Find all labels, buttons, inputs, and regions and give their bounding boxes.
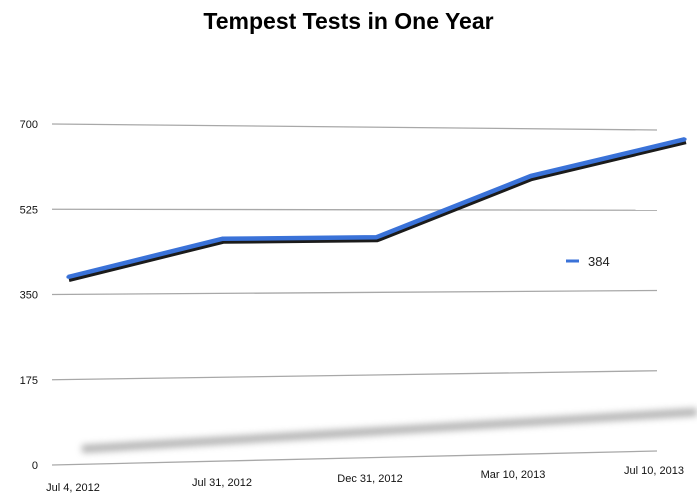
data-point — [66, 275, 70, 279]
data-point — [374, 235, 379, 239]
gridline — [51, 450, 658, 466]
x-tick-label: Jul 4, 2012 — [46, 482, 100, 494]
data-point — [683, 137, 687, 141]
data-point — [529, 174, 533, 178]
y-tick-label: 525 — [20, 204, 38, 216]
gridline — [51, 208, 658, 211]
y-tick-label: 700 — [20, 119, 38, 131]
gridline — [51, 123, 658, 131]
x-tick-label: Jul 31, 2012 — [192, 477, 252, 489]
data-point — [220, 237, 224, 241]
series-line-shadow — [68, 140, 687, 282]
y-tick-label: 0 — [32, 460, 38, 472]
legend-label: 384 — [588, 254, 610, 269]
x-tick-label: Mar 10, 2013 — [481, 469, 546, 481]
chart-title: Tempest Tests in One Year — [203, 8, 494, 34]
x-tick-label: Jul 10, 2013 — [624, 465, 684, 477]
y-tick-label: 350 — [20, 290, 38, 302]
gridline — [51, 370, 658, 381]
y-tick-label: 175 — [20, 375, 38, 387]
x-tick-label: Dec 31, 2012 — [337, 473, 402, 485]
gridline — [51, 289, 658, 296]
floor-shadow — [81, 408, 697, 453]
